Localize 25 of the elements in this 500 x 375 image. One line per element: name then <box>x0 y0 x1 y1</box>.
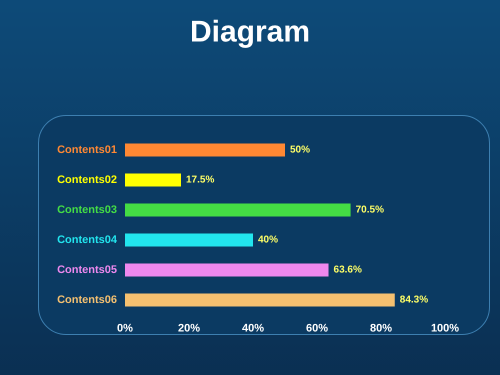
chart-title: Diagram <box>190 16 310 48</box>
y-tick-label: Contents05 <box>57 264 117 276</box>
x-tick-label: 40% <box>242 322 264 334</box>
x-tick-label: 20% <box>178 322 200 334</box>
bar <box>125 264 329 276</box>
x-tick-label: 0% <box>117 322 134 334</box>
data-label: 17.5% <box>186 174 214 186</box>
bar <box>125 144 285 156</box>
x-tick-label: 100% <box>430 322 460 334</box>
bar <box>125 174 181 186</box>
data-label: 40% <box>258 234 278 246</box>
data-label: 63.6% <box>334 264 362 276</box>
data-label: 70.5% <box>356 204 384 216</box>
bar <box>125 294 395 306</box>
y-tick-label: Contents02 <box>57 174 117 186</box>
y-tick-label: Contents03 <box>57 204 117 216</box>
data-label: 50% <box>290 144 310 156</box>
bar <box>125 234 253 246</box>
x-tick-label: 60% <box>306 322 328 334</box>
x-tick-label: 80% <box>370 322 392 334</box>
bar <box>125 204 351 216</box>
y-tick-label: Contents06 <box>57 294 117 306</box>
y-tick-label: Contents04 <box>57 234 118 246</box>
data-label: 84.3% <box>400 294 428 306</box>
y-tick-label: Contents01 <box>57 144 117 156</box>
